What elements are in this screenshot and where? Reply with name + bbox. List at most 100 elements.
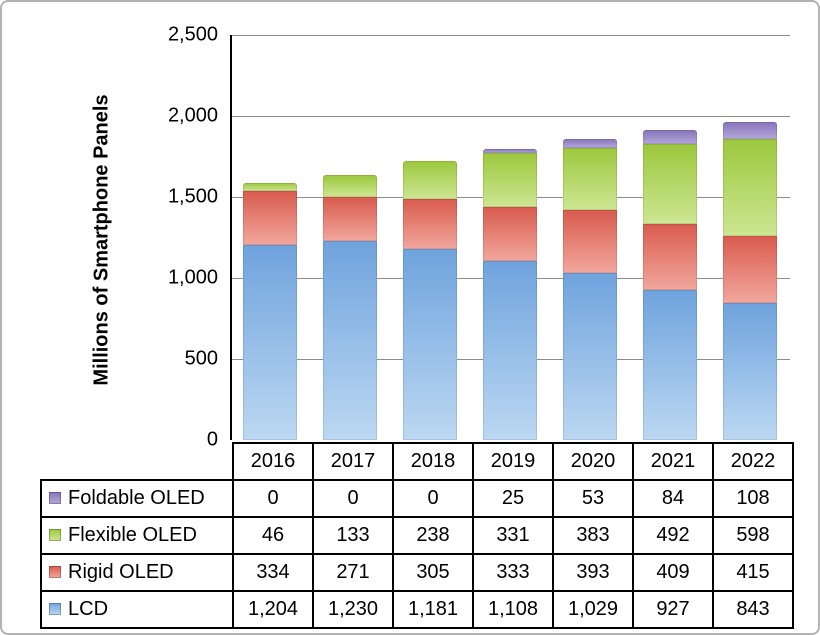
bar-segment-rigid-oled-2020: [563, 209, 617, 274]
year-header-2021: 2021: [632, 442, 714, 481]
bar-column-2018: [390, 35, 470, 440]
bar-segment-lcd-2020: [563, 273, 617, 440]
legend-swatch-rigid-oled: [49, 566, 61, 578]
bar-segment-lcd-2022: [723, 303, 777, 440]
value-cell-rigid-oled-2016: 334: [232, 553, 314, 592]
value-cell-foldable-oled-2018: 0: [392, 479, 474, 518]
value-cell-foldable-oled-2017: 0: [312, 479, 394, 518]
value-cell-foldable-oled-2016: 0: [232, 479, 314, 518]
bar-column-2022: [710, 35, 790, 440]
value-cell-flexible-oled-2021: 492: [632, 516, 714, 555]
bar-column-2020: [550, 35, 630, 440]
y-tick-label: 0: [206, 428, 218, 451]
bar-segment-lcd-2021: [643, 289, 697, 440]
value-cell-rigid-oled-2017: 271: [312, 553, 394, 592]
bar-stack-2019: [483, 35, 537, 440]
bar-segment-lcd-2018: [403, 248, 457, 440]
plot-area: [230, 35, 790, 440]
data-table: 2016 2017 2018 2019 2020 2021 2022 Foldable OL…: [40, 442, 794, 629]
bar-column-2021: [630, 35, 710, 440]
y-axis-title: Millions of Smartphone Panels: [90, 94, 113, 386]
bar-segment-rigid-oled-2017: [323, 196, 377, 241]
legend-swatch-foldable-oled: [49, 492, 61, 504]
bar-stack-2020: [563, 35, 617, 440]
value-cell-flexible-oled-2022: 598: [712, 516, 794, 555]
value-cell-flexible-oled-2020: 383: [552, 516, 634, 555]
year-header-2018: 2018: [392, 442, 474, 481]
y-axis-tick-labels: 2,500 2,000 1,500 1,000 500 0: [130, 24, 218, 451]
table-row-flexible-oled: Flexible OLED 46 133 238 331 383 492 598: [40, 516, 794, 555]
gridline: [230, 35, 790, 36]
series-label-cell-lcd: LCD: [40, 590, 234, 629]
bar-stack-2017: [323, 35, 377, 440]
value-cell-rigid-oled-2022: 415: [712, 553, 794, 592]
series-label-rigid-oled: Rigid OLED: [68, 561, 174, 583]
value-cell-lcd-2021: 927: [632, 590, 714, 629]
gridline: [230, 116, 790, 117]
value-cell-foldable-oled-2020: 53: [552, 479, 634, 518]
table-row-lcd: LCD 1,204 1,230 1,181 1,108 1,029 927 843: [40, 590, 794, 629]
series-label-foldable-oled: Foldable OLED: [68, 487, 205, 509]
bar-segment-foldable-oled-2022: [723, 121, 777, 140]
value-cell-lcd-2020: 1,029: [552, 590, 634, 629]
year-header-2020: 2020: [552, 442, 634, 481]
table-row-rigid-oled: Rigid OLED 334 271 305 333 393 409 415: [40, 553, 794, 592]
value-cell-foldable-oled-2022: 108: [712, 479, 794, 518]
bar-segment-rigid-oled-2016: [243, 190, 297, 245]
value-cell-lcd-2019: 1,108: [472, 590, 554, 629]
value-cell-lcd-2016: 1,204: [232, 590, 314, 629]
year-header-row: 2016 2017 2018 2019 2020 2021 2022: [41, 442, 794, 481]
value-cell-rigid-oled-2018: 305: [392, 553, 474, 592]
series-label-lcd: LCD: [68, 598, 109, 620]
value-cell-rigid-oled-2019: 333: [472, 553, 554, 592]
bar-segment-lcd-2019: [483, 260, 537, 440]
legend-swatch-lcd: [49, 603, 61, 615]
value-cell-rigid-oled-2020: 393: [552, 553, 634, 592]
bar-stack-2016: [243, 35, 297, 440]
bar-segment-flexible-oled-2021: [643, 143, 697, 224]
series-label-cell-flexible-oled: Flexible OLED: [40, 516, 234, 555]
bars: [230, 35, 790, 440]
value-cell-lcd-2022: 843: [712, 590, 794, 629]
legend-swatch-flexible-oled: [49, 529, 61, 541]
bar-stack-2021: [643, 35, 697, 440]
value-cell-flexible-oled-2018: 238: [392, 516, 474, 555]
series-label-flexible-oled: Flexible OLED: [68, 524, 197, 546]
bar-segment-lcd-2016: [243, 244, 297, 440]
bar-segment-flexible-oled-2017: [323, 175, 377, 197]
bar-column-2017: [310, 35, 390, 440]
bar-segment-flexible-oled-2018: [403, 160, 457, 200]
bar-stack-2018: [403, 35, 457, 440]
bar-segment-rigid-oled-2021: [643, 223, 697, 290]
table-body: Foldable OLED 0 0 0 25 53 84 108 Flexible OLED 46…: [40, 479, 794, 629]
bar-segment-rigid-oled-2019: [483, 206, 537, 261]
bar-segment-flexible-oled-2020: [563, 147, 617, 210]
table-row-foldable-oled: Foldable OLED 0 0 0 25 53 84 108: [40, 479, 794, 518]
bar-segment-flexible-oled-2022: [723, 139, 777, 237]
value-cell-lcd-2018: 1,181: [392, 590, 474, 629]
value-cell-flexible-oled-2017: 133: [312, 516, 394, 555]
value-cell-lcd-2017: 1,230: [312, 590, 394, 629]
bar-column-2019: [470, 35, 550, 440]
table-corner-blank: [41, 443, 233, 480]
y-tick-label: 1,500: [167, 185, 218, 208]
y-tick-label: 2,000: [167, 104, 218, 127]
bar-segment-foldable-oled-2021: [643, 130, 697, 144]
year-header-2019: 2019: [472, 442, 554, 481]
year-header-2022: 2022: [712, 442, 794, 481]
value-cell-foldable-oled-2019: 25: [472, 479, 554, 518]
bar-segment-rigid-oled-2018: [403, 199, 457, 249]
y-tick-label: 500: [184, 347, 218, 370]
bar-column-2016: [230, 35, 310, 440]
year-header-2017: 2017: [312, 442, 394, 481]
bar-segment-flexible-oled-2019: [483, 152, 537, 207]
y-tick-label: 2,500: [167, 23, 218, 46]
series-label-cell-rigid-oled: Rigid OLED: [40, 553, 234, 592]
bar-segment-flexible-oled-2016: [243, 183, 297, 191]
bar-segment-foldable-oled-2020: [563, 139, 617, 148]
value-cell-rigid-oled-2021: 409: [632, 553, 714, 592]
bar-segment-foldable-oled-2019: [483, 148, 537, 153]
value-cell-flexible-oled-2016: 46: [232, 516, 314, 555]
bar-stack-2022: [723, 35, 777, 440]
